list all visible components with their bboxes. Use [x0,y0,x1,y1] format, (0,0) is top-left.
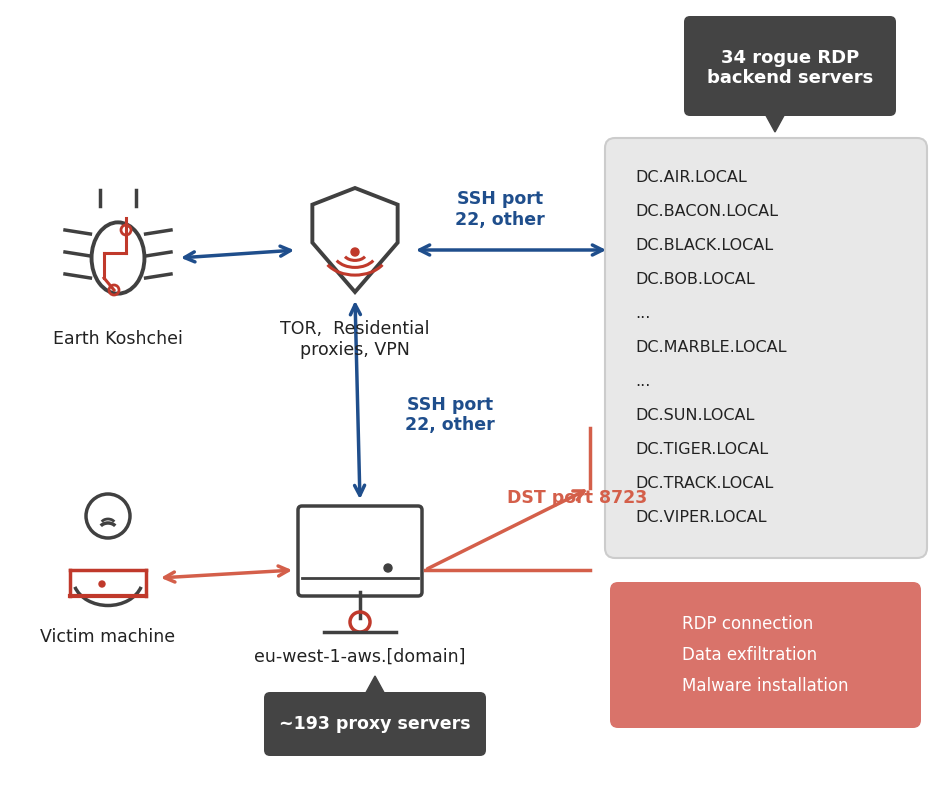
Text: DC.BOB.LOCAL: DC.BOB.LOCAL [635,272,755,287]
Circle shape [351,248,359,256]
FancyBboxPatch shape [264,692,486,756]
Text: DC.VIPER.LOCAL: DC.VIPER.LOCAL [635,510,766,525]
Text: DC.BACON.LOCAL: DC.BACON.LOCAL [635,204,778,219]
Text: ~193 proxy servers: ~193 proxy servers [279,715,471,733]
Polygon shape [763,110,787,132]
Text: 34 rogue RDP
backend servers: 34 rogue RDP backend servers [707,48,873,87]
Circle shape [99,581,105,587]
Text: SSH port
22, other: SSH port 22, other [405,396,495,435]
Text: ...: ... [635,306,650,321]
Text: DC.SUN.LOCAL: DC.SUN.LOCAL [635,408,754,423]
Text: Earth Koshchei: Earth Koshchei [53,330,183,348]
Text: DST port 8723: DST port 8723 [507,489,647,507]
FancyBboxPatch shape [610,582,921,728]
Text: DC.AIR.LOCAL: DC.AIR.LOCAL [635,170,746,185]
Text: DC.TIGER.LOCAL: DC.TIGER.LOCAL [635,442,768,457]
Text: eu-west-1-aws.[domain]: eu-west-1-aws.[domain] [254,648,466,666]
Polygon shape [363,676,387,698]
Circle shape [384,564,392,572]
Text: DC.BLACK.LOCAL: DC.BLACK.LOCAL [635,238,773,253]
Text: DC.MARBLE.LOCAL: DC.MARBLE.LOCAL [635,340,786,355]
Text: RDP connection
Data exfiltration
Malware installation: RDP connection Data exfiltration Malware… [683,616,849,695]
FancyBboxPatch shape [684,16,896,116]
Text: TOR,  Residential
proxies, VPN: TOR, Residential proxies, VPN [280,320,429,359]
FancyBboxPatch shape [605,138,927,558]
Text: DC.TRACK.LOCAL: DC.TRACK.LOCAL [635,476,773,491]
Text: SSH port
22, other: SSH port 22, other [455,190,545,229]
Text: ...: ... [635,374,650,389]
Text: Victim machine: Victim machine [40,628,175,646]
